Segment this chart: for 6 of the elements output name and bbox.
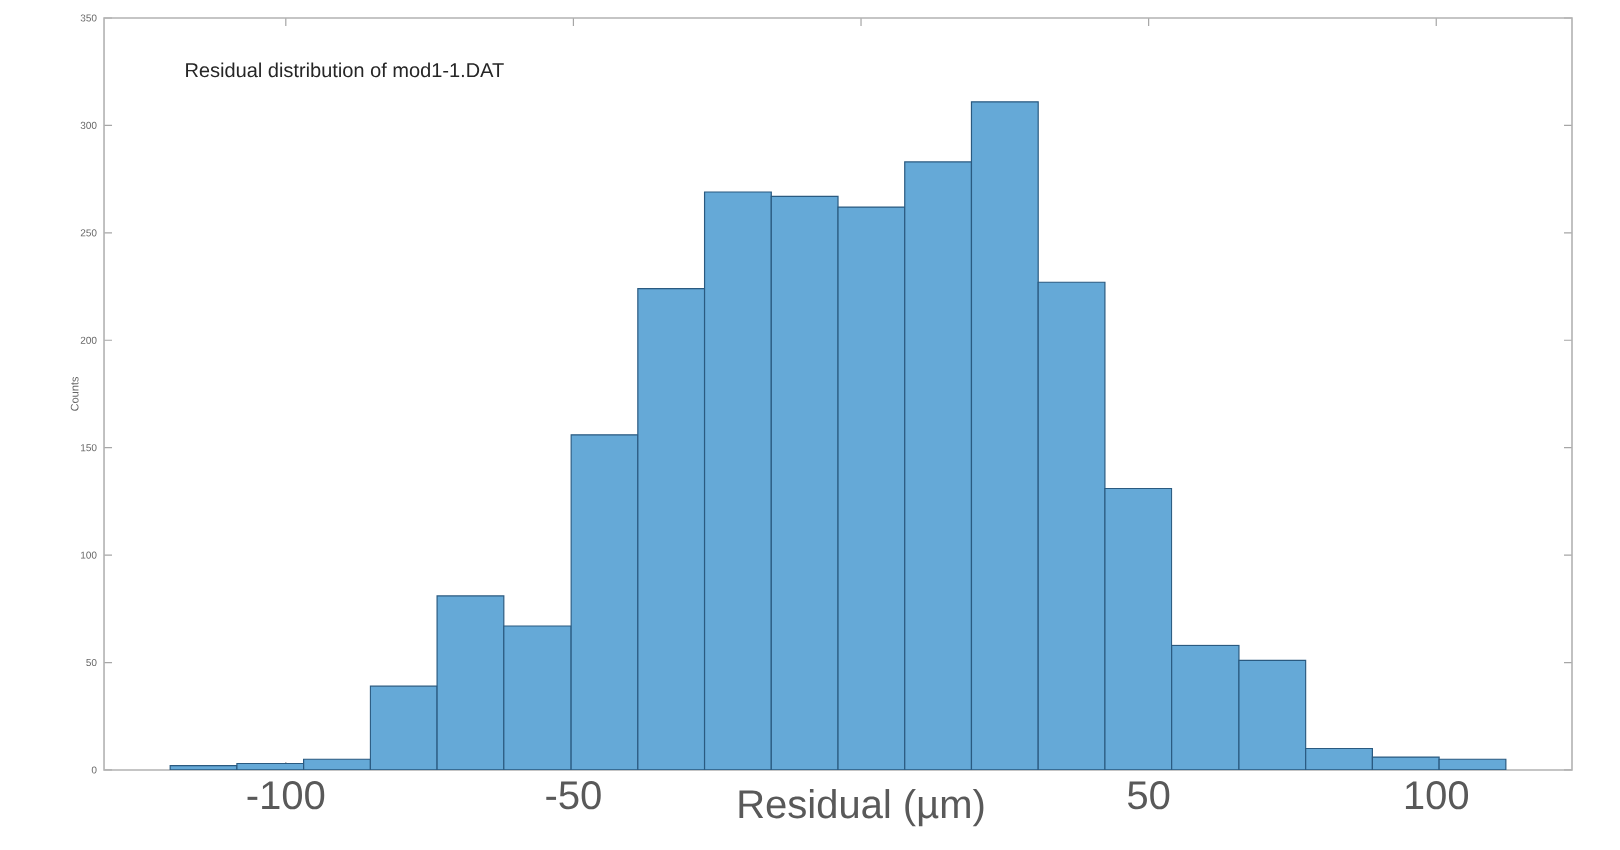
x-tick-label: -100 — [247, 781, 325, 810]
x-tick-label: 50 — [1127, 781, 1170, 810]
x-axis-title: Residual (µm) — [739, 789, 984, 827]
x-tick-label: -50 — [546, 781, 601, 810]
text: Residual distribution of mod1-1.DAT — [186, 62, 504, 78]
x-tick-label: 100 — [1405, 781, 1469, 810]
